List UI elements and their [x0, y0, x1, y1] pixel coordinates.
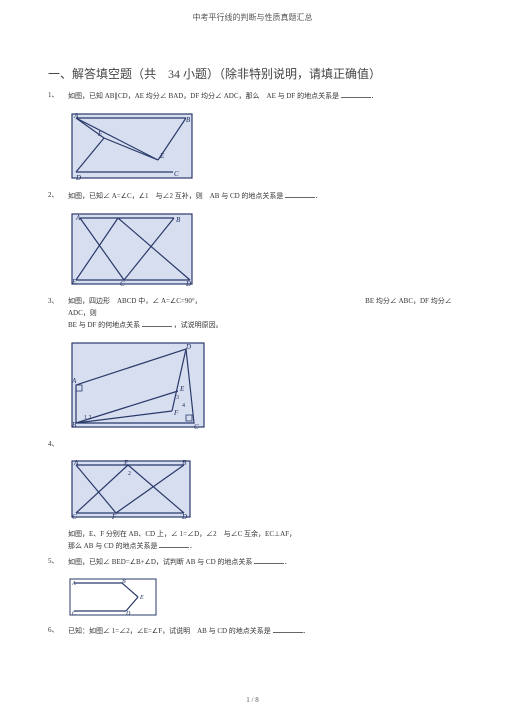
problem-1-number: 1、 [48, 90, 68, 100]
problem-5-text-span: 如图，已知∠ BED=∠B+∠D，试判断 AB 与 CD 的地点关系 [68, 558, 252, 566]
svg-text:E: E [71, 278, 77, 286]
svg-text:D: D [185, 343, 191, 351]
page-footer: 1 / 8 [0, 696, 505, 704]
problem-2-text: 如图，已知∠ A=∠C，∠1 与∠2 互补，则 AB 与 CD 的地点关系是 ． [68, 190, 457, 202]
svg-text:C: C [174, 170, 179, 178]
problem-1-text-span: 如图，已知 AB∥CD，AE 均分∠ BAD，DF 均分∠ ADC，那么 AE … [68, 92, 339, 100]
svg-text:2: 2 [128, 471, 131, 477]
svg-text:E: E [139, 595, 144, 601]
problem-1-figure: A B C E F D [68, 110, 196, 182]
blank-line [273, 625, 303, 633]
problem-5-text: 如图，已知∠ BED=∠B+∠D，试判断 AB 与 CD 的地点关系 ． [68, 556, 457, 568]
problem-2: 2、 如图，已知∠ A=∠C，∠1 与∠2 互补，则 AB 与 CD 的地点关系… [48, 190, 457, 202]
problem-5: 5、 如图，已知∠ BED=∠B+∠D，试判断 AB 与 CD 的地点关系 ． [48, 556, 457, 568]
svg-text:C: C [72, 513, 77, 521]
svg-text:C: C [194, 423, 199, 431]
svg-text:3: 3 [176, 395, 179, 401]
problem-2-figure: A B E C D [68, 210, 196, 288]
svg-text:B: B [182, 459, 187, 467]
problem-3-text: 如图，四边形 ABCD 中，∠ A=∠C=90°， BE 均分∠ ABC，DF … [68, 296, 457, 331]
problem-2-text-span: 如图，已知∠ A=∠C，∠1 与∠2 互补，则 AB 与 CD 的地点关系是 [68, 192, 283, 200]
problem-1: 1、 如图，已知 AB∥CD，AE 均分∠ BAD，DF 均分∠ ADC，那么 … [48, 90, 457, 102]
svg-text:D: D [125, 611, 131, 617]
problem-6-text-span: 已知：如图∠ 1=∠2，∠E=∠F，试说明 AB 与 CD 的地点关系是 [68, 627, 271, 635]
svg-text:C: C [120, 280, 125, 288]
svg-text:4: 4 [182, 403, 185, 409]
problem-3: 3、 如图，四边形 ABCD 中，∠ A=∠C=90°， BE 均分∠ ABC，… [48, 296, 457, 331]
svg-text:C: C [72, 611, 77, 617]
problem-4-text-a: 如图，E、F 分别在 AB、CD 上，∠ 1=∠D，∠2 与∠C 互余，EC⊥A… [68, 530, 296, 538]
svg-text:A: A [73, 112, 79, 120]
svg-text:A: A [71, 377, 77, 385]
svg-text:F: F [173, 409, 179, 417]
section-title: 一、解答填空题（共 34 小题）（除非特别说明，请填正确值） [48, 65, 457, 82]
problem-4: 4、 [48, 439, 457, 449]
svg-text:E: E [179, 385, 185, 393]
problem-6-number: 6、 [48, 625, 68, 635]
svg-text:D: D [181, 513, 187, 521]
problem-4-number: 4、 [48, 439, 68, 449]
problem-6: 6、 已知：如图∠ 1=∠2，∠E=∠F，试说明 AB 与 CD 的地点关系是 … [48, 625, 457, 637]
problem-5-figure: A B E D C [68, 577, 158, 617]
problem-3-text-c: BE 与 DF 的何地点关系 [68, 321, 140, 329]
blank-line [341, 90, 371, 98]
problem-4-text-b: 那么 AB 与 CD 的地点关系是 [68, 542, 157, 550]
svg-text:A: A [71, 581, 76, 587]
problem-1-text: 如图，已知 AB∥CD，AE 均分∠ BAD，DF 均分∠ ADC，那么 AE … [68, 90, 457, 102]
svg-text:E: E [159, 152, 165, 160]
problem-4-figure: A E B C F D 2 [68, 457, 194, 521]
svg-text:B: B [72, 421, 77, 429]
problem-2-number: 2、 [48, 190, 68, 200]
problem-3-figure: B C D A E F 1 2 3 4 [68, 339, 208, 431]
svg-text:A: A [75, 214, 81, 222]
blank-line [159, 540, 189, 548]
svg-text:A: A [73, 459, 79, 467]
svg-text:B: B [122, 579, 126, 585]
problem-6-text: 已知：如图∠ 1=∠2，∠E=∠F，试说明 AB 与 CD 的地点关系是 ． [68, 625, 457, 637]
problem-4-text: 如图，E、F 分别在 AB、CD 上，∠ 1=∠D，∠2 与∠C 互余，EC⊥A… [68, 529, 457, 552]
svg-text:B: B [176, 216, 181, 224]
blank-line [285, 190, 315, 198]
svg-text:D: D [75, 174, 81, 182]
svg-text:F: F [97, 130, 103, 138]
problem-3-number: 3、 [48, 296, 68, 306]
problem-5-number: 5、 [48, 556, 68, 566]
problem-3-text-d: ，试说明原因。 [174, 321, 223, 329]
svg-text:F: F [111, 513, 117, 521]
svg-text:D: D [185, 280, 191, 288]
svg-text:1 2: 1 2 [84, 415, 92, 421]
svg-text:B: B [186, 116, 191, 124]
blank-line [254, 556, 284, 564]
doc-header: 中考平行线的判断与性质真题汇总 [48, 12, 457, 23]
problem-3-text-a: 如图，四边形 ABCD 中，∠ A=∠C=90°， [68, 297, 202, 305]
svg-text:E: E [123, 459, 129, 467]
blank-line [142, 319, 172, 327]
